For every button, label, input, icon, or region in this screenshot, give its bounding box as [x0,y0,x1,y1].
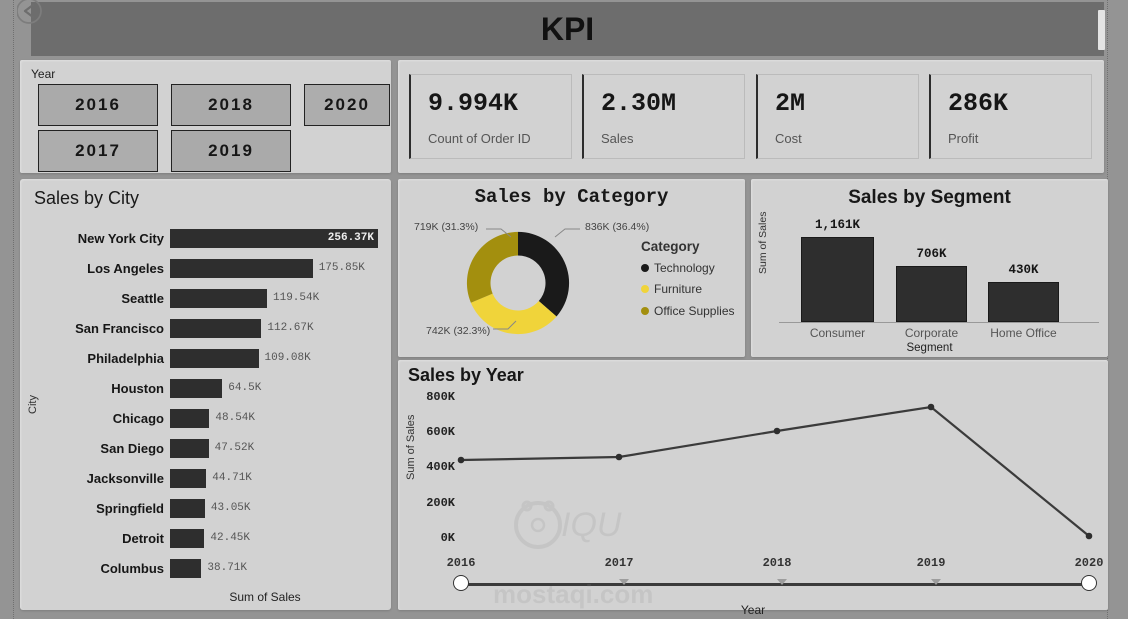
svg-text:400K: 400K [426,460,456,474]
svg-text:800K: 800K [426,390,456,404]
svg-text:200K: 200K [426,496,456,510]
svg-text:0K: 0K [441,531,456,545]
svg-text:600K: 600K [426,425,456,439]
